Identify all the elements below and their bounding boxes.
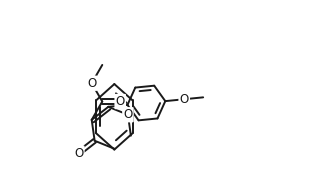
Text: O: O (116, 95, 125, 108)
Text: O: O (123, 108, 133, 121)
Text: O: O (180, 93, 189, 106)
Text: O: O (87, 77, 96, 90)
Text: O: O (74, 147, 83, 160)
